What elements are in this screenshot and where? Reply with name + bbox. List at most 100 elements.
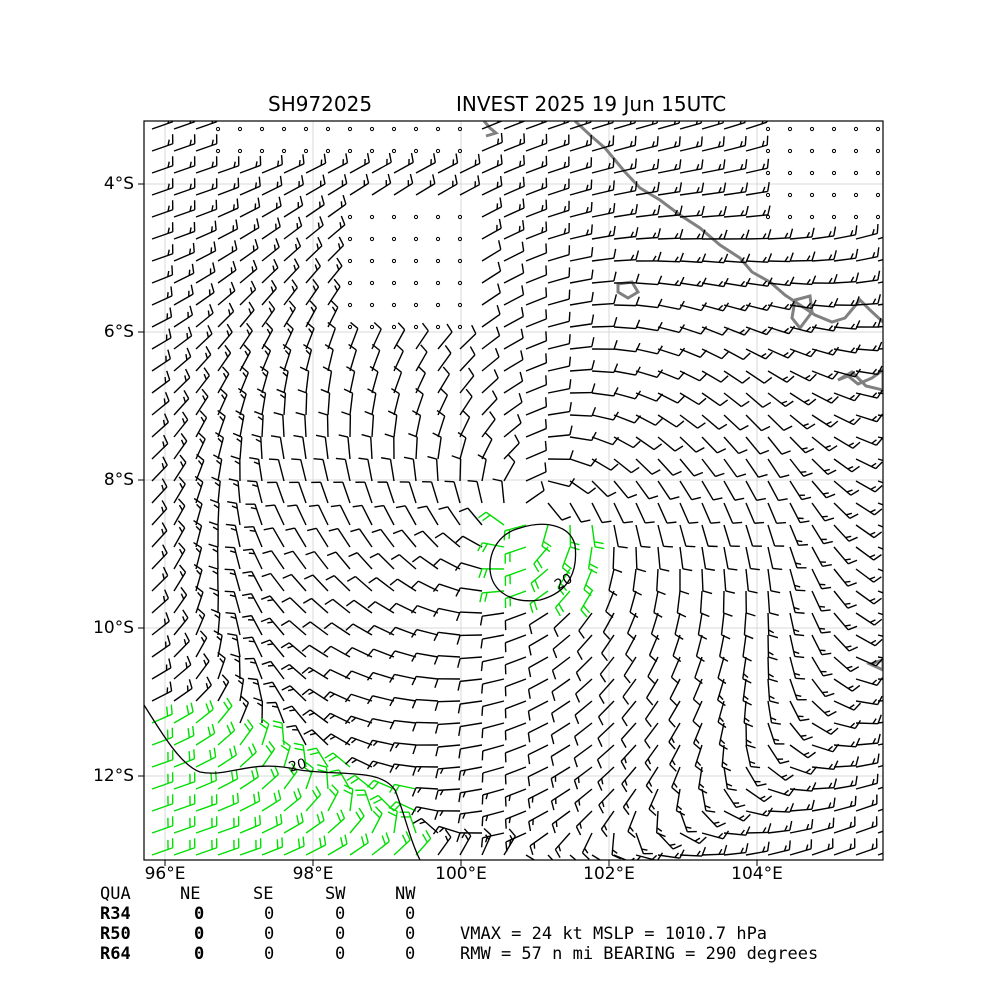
wind-barb	[701, 546, 715, 571]
wind-barb	[173, 542, 186, 570]
wind-barb	[327, 257, 343, 284]
wind-barb	[693, 722, 703, 751]
wind-barb	[657, 414, 685, 428]
wind-barb	[505, 832, 527, 852]
wind-barb	[481, 326, 501, 350]
wind-barb	[701, 568, 713, 595]
wind-barb	[679, 159, 704, 174]
wind-barb	[591, 203, 616, 218]
wind-barb	[657, 182, 683, 196]
wind-barb	[381, 457, 395, 482]
wind-barb	[745, 722, 756, 749]
wind-barb	[547, 134, 570, 152]
calm-dot	[875, 192, 881, 198]
wind-barb	[435, 766, 461, 779]
wind-barb	[811, 480, 836, 499]
wind-barb-strong	[415, 830, 432, 856]
wind-barb	[569, 134, 592, 152]
wind-barb	[811, 612, 831, 634]
wind-barb-strong	[346, 774, 373, 790]
wind-barb	[432, 583, 461, 593]
wind-barb-strong	[239, 743, 257, 768]
wind-barb	[789, 436, 815, 454]
wind-barb	[210, 608, 221, 636]
wind-barb	[767, 546, 783, 571]
wind-barb-strong	[355, 789, 373, 812]
wind-barb	[193, 497, 203, 526]
calm-dot	[831, 148, 837, 154]
wind-barb-strong	[217, 721, 236, 746]
wind-barb	[591, 294, 618, 306]
wind-barb	[657, 205, 683, 218]
wind-barb	[173, 564, 187, 592]
wind-barb	[789, 766, 818, 775]
wind-barb	[527, 788, 549, 809]
wind-barb	[613, 502, 634, 524]
wind-barb	[287, 504, 307, 526]
lat-label-6s: 6°S	[103, 322, 134, 342]
lat-label-8s: 8°S	[103, 470, 134, 490]
wind-barb	[525, 133, 548, 152]
wind-barb	[623, 656, 637, 684]
wind-barb	[195, 607, 206, 636]
wind-barb	[349, 173, 370, 196]
wind-barb	[551, 700, 571, 723]
wind-barb	[481, 305, 501, 328]
wind-barb	[528, 612, 549, 635]
wind-barb	[591, 480, 617, 498]
calm-dot	[787, 170, 793, 176]
vmax-mslp-line: VMAX = 24 kt MSLP = 1010.7 hPa	[460, 924, 768, 944]
wind-barb	[481, 347, 500, 372]
wind-barb	[195, 199, 218, 218]
wind-barb	[701, 458, 725, 478]
wind-barb	[657, 392, 685, 404]
wind-barb	[648, 788, 659, 817]
wind-barb	[415, 387, 424, 416]
wind-barb	[699, 590, 710, 618]
wind-barb	[230, 455, 241, 482]
wind-barb-strong	[151, 750, 174, 768]
wind-barb	[833, 720, 862, 730]
wind-barb	[723, 458, 747, 478]
wind-barb-strong	[217, 745, 238, 768]
wind-barb	[569, 314, 595, 328]
calm-dot	[765, 126, 771, 132]
wind-barb	[305, 195, 325, 218]
wind-barb	[855, 436, 883, 446]
wind-barb-strong	[283, 836, 305, 856]
wind-barb	[525, 243, 548, 262]
wind-barb	[173, 586, 188, 614]
wind-barb	[525, 854, 552, 860]
wind-barb	[855, 733, 881, 746]
wind-barb	[789, 227, 815, 240]
wind-barb	[626, 612, 637, 641]
wind-barb	[217, 409, 226, 438]
wind-barb	[217, 177, 240, 196]
wind-barb	[635, 832, 653, 855]
wind-barb	[811, 370, 840, 380]
calm-dot	[391, 324, 397, 330]
wind-barb	[833, 296, 860, 307]
wind-barb	[225, 523, 241, 548]
wind-barb	[361, 433, 373, 460]
wind-barb	[173, 679, 193, 702]
wind-barb-strong	[366, 779, 395, 790]
wind-barb	[789, 524, 808, 547]
wind-barb	[217, 260, 237, 284]
wind-barb	[403, 456, 417, 482]
wind-barb	[415, 174, 436, 196]
wind-barb	[525, 331, 548, 350]
wind-barb	[327, 278, 341, 306]
calm-dot	[347, 126, 353, 132]
wind-barb	[151, 244, 174, 262]
wind-barb	[613, 319, 641, 330]
lat-lon-grid	[144, 121, 883, 860]
wind-barb	[302, 709, 329, 724]
wind-barb	[611, 832, 622, 860]
wind-barb	[855, 568, 882, 583]
wind-barb	[504, 744, 527, 763]
wind-barb	[525, 121, 548, 130]
wind-barb	[811, 458, 837, 476]
wind-barb	[301, 688, 329, 702]
wind-barb	[195, 388, 209, 416]
